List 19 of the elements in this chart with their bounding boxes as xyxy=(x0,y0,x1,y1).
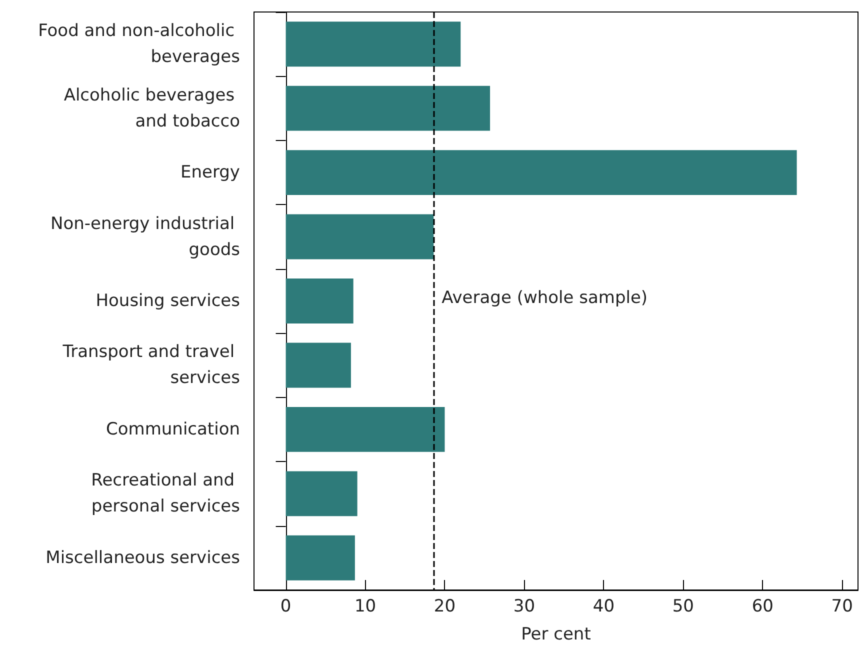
y-tick-label: Recreational and personal services xyxy=(91,470,240,517)
x-tick-label: 70 xyxy=(831,596,853,616)
y-tick-label: Communication xyxy=(106,419,240,440)
y-tick-label: Non-energy industrial goods xyxy=(50,214,240,260)
y-tick-label: Miscellaneous services xyxy=(46,548,240,568)
y-tick-label: Housing services xyxy=(96,291,240,311)
y-tick-label: Alcoholic beverages and tobacco xyxy=(64,85,240,132)
y-tick-label: Food and non-alcoholic beverages xyxy=(38,21,240,68)
x-tick-label: 30 xyxy=(513,596,536,616)
x-tick-label: 10 xyxy=(354,596,376,616)
y-tick-label: Energy xyxy=(180,162,240,183)
x-tick-label: 0 xyxy=(280,596,292,616)
x-axis-title: Per cent xyxy=(521,624,592,644)
ref-line-label: Average (whole sample) xyxy=(442,288,648,308)
x-tick-label: 40 xyxy=(592,596,615,616)
x-tick-label: 50 xyxy=(672,596,694,616)
x-tick-label: 60 xyxy=(752,596,774,616)
x-tick-label: 20 xyxy=(434,596,456,616)
y-tick-label: Transport and travel services xyxy=(62,342,240,388)
